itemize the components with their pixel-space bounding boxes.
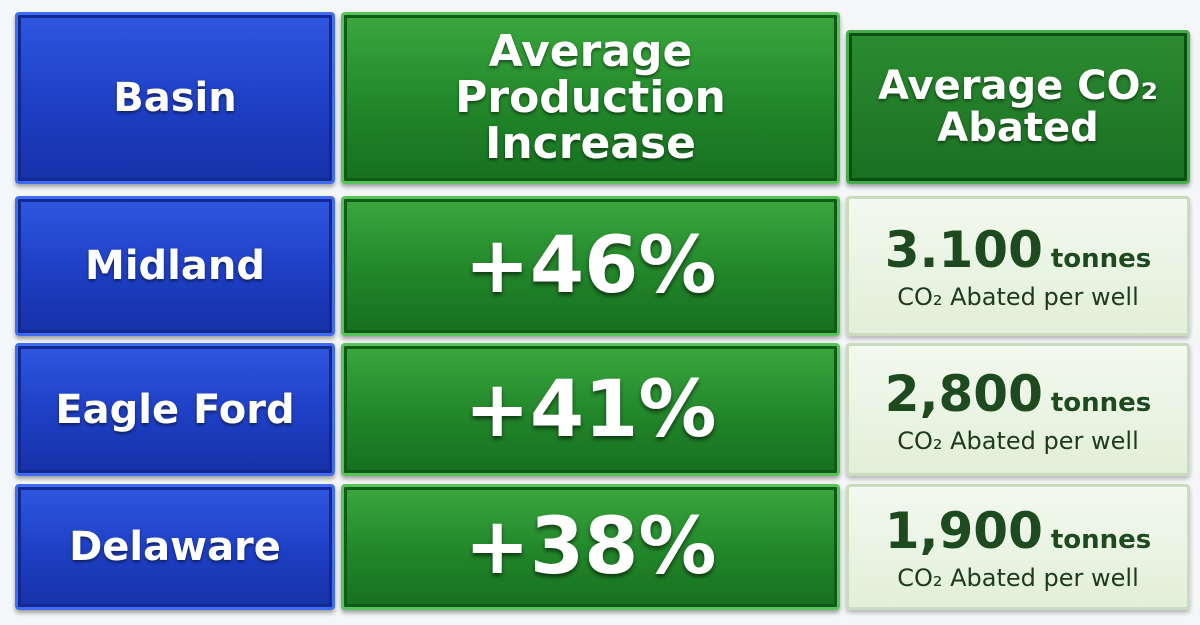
abated-cell: 1,900 tonnes CO₂ Abated per well (846, 484, 1190, 610)
header-cell: Basin (15, 12, 335, 184)
abated-line: 1,900 tonnes (885, 502, 1152, 560)
basin-cell: Midland (15, 196, 335, 336)
increase-value: +38% (464, 502, 717, 592)
increase-value: +41% (464, 364, 717, 455)
header-cell: Average CO₂ Abated (846, 30, 1190, 184)
abated-note: CO₂ Abated per well (897, 426, 1139, 455)
abated-line: 3.100 tonnes (885, 221, 1152, 279)
increase-value: +46% (464, 221, 717, 311)
increase-cell: +38% (341, 484, 840, 610)
header-text: Average Production Increase (455, 25, 726, 170)
abated-note: CO₂ Abated per well (897, 564, 1139, 592)
abated-unit: tonnes (1050, 387, 1152, 418)
header-text: Average CO₂ Abated (877, 63, 1159, 151)
increase-cell: +41% (341, 343, 840, 476)
increase-cell: +46% (341, 196, 840, 336)
abated-amount: 2,800 (884, 364, 1043, 423)
basin-name: Midland (85, 243, 265, 289)
abated-line: 2,800 tonnes (885, 365, 1152, 423)
basin-name: Eagle Ford (55, 386, 295, 433)
abated-cell: 2,800 tonnes CO₂ Abated per well (846, 343, 1190, 476)
abated-amount: 1,900 (884, 502, 1043, 560)
abated-unit: tonnes (1050, 525, 1152, 555)
header-text: Basin (113, 75, 237, 121)
basin-name: Delaware (69, 524, 281, 570)
basin-cell: Eagle Ford (15, 343, 335, 476)
header-cell: Average Production Increase (341, 12, 840, 184)
basin-cell: Delaware (15, 484, 335, 610)
abated-note: CO₂ Abated per well (897, 283, 1139, 311)
abated-unit: tonnes (1050, 244, 1152, 274)
abated-amount: 3.100 (884, 221, 1043, 279)
abated-cell: 3.100 tonnes CO₂ Abated per well (846, 196, 1190, 336)
